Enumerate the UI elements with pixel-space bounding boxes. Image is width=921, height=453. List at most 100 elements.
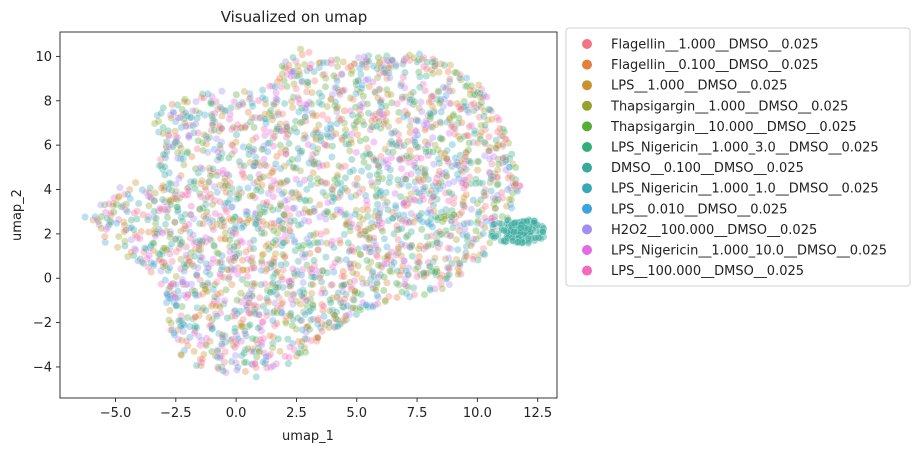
scatter-point	[298, 265, 307, 274]
scatter-point	[474, 210, 483, 219]
scatter-point	[465, 173, 474, 181]
scatter-point	[215, 121, 224, 130]
scatter-point	[232, 366, 241, 374]
scatter-point	[245, 214, 254, 222]
scatter-point	[336, 191, 345, 199]
scatter-point	[166, 283, 175, 291]
scatter-point	[280, 162, 289, 171]
scatter-point	[294, 257, 303, 266]
scatter-point	[238, 266, 247, 274]
scatter-point	[454, 119, 463, 128]
scatter-point	[454, 264, 462, 272]
scatter-point	[290, 216, 299, 225]
scatter-point	[304, 238, 313, 247]
scatter-point	[356, 305, 365, 314]
scatter-point	[385, 139, 394, 148]
scatter-point	[245, 289, 254, 298]
scatter-point	[105, 199, 113, 208]
scatter-point	[382, 52, 391, 60]
scatter-point	[183, 147, 192, 156]
scatter-point	[453, 245, 462, 254]
scatter-point	[240, 87, 249, 96]
scatter-point	[218, 263, 227, 272]
scatter-point	[429, 257, 438, 266]
scatter-point	[389, 148, 397, 156]
scatter-point	[449, 123, 458, 132]
scatter-point	[352, 310, 361, 319]
scatter-point	[175, 234, 184, 243]
scatter-point	[482, 93, 491, 101]
scatter-point	[273, 77, 282, 86]
scatter-point	[494, 116, 503, 124]
scatter-point	[359, 215, 367, 224]
scatter-point	[326, 298, 335, 307]
scatter-point	[413, 213, 422, 222]
scatter-point	[239, 142, 248, 151]
scatter-point	[375, 59, 384, 68]
scatter-point	[248, 136, 257, 144]
scatter-point	[107, 211, 115, 220]
scatter-point	[433, 181, 442, 190]
scatter-point	[232, 331, 241, 340]
scatter-point	[445, 188, 454, 197]
scatter-point	[279, 238, 288, 247]
scatter-point	[317, 289, 326, 297]
scatter-point	[399, 256, 408, 265]
scatter-point	[227, 150, 236, 159]
scatter-point	[157, 184, 166, 192]
scatter-point	[411, 265, 420, 274]
scatter-point	[462, 251, 471, 260]
scatter-point	[354, 261, 362, 270]
scatter-point	[333, 179, 342, 188]
scatter-point	[424, 111, 432, 120]
scatter-point	[300, 131, 309, 139]
scatter-point	[429, 192, 438, 201]
scatter-point	[317, 230, 325, 239]
scatter-point	[263, 198, 271, 207]
scatter-point	[493, 191, 502, 200]
scatter-point	[318, 266, 327, 275]
scatter-point	[242, 266, 251, 274]
scatter-point	[161, 151, 170, 159]
scatter-point	[235, 185, 244, 193]
scatter-point	[373, 185, 381, 194]
scatter-point	[380, 64, 389, 73]
scatter-point	[454, 132, 463, 141]
scatter-point	[323, 58, 331, 67]
scatter-point	[231, 351, 240, 360]
scatter-point	[206, 99, 215, 108]
scatter-point	[107, 218, 115, 227]
scatter-point	[402, 232, 411, 241]
scatter-point	[241, 123, 249, 132]
scatter-point	[421, 144, 430, 153]
scatter-point	[426, 114, 435, 123]
scatter-point	[164, 185, 173, 193]
scatter-point	[259, 334, 268, 343]
scatter-point	[498, 159, 507, 167]
scatter-point	[281, 126, 289, 135]
scatter-point	[362, 196, 371, 205]
scatter-point	[231, 213, 240, 222]
scatter-point	[363, 143, 372, 152]
scatter-point	[340, 106, 349, 115]
scatter-point	[236, 161, 245, 170]
scatter-point	[285, 277, 294, 286]
scatter-point	[321, 191, 330, 200]
scatter-point	[248, 334, 257, 343]
scatter-point	[328, 197, 337, 206]
scatter-point	[309, 130, 318, 139]
scatter-point	[223, 169, 231, 178]
scatter-point	[276, 235, 285, 244]
scatter-point	[185, 322, 194, 331]
x-tick-label: 5.0	[346, 406, 367, 421]
scatter-point	[500, 226, 508, 235]
scatter-point	[333, 171, 342, 179]
scatter-point	[382, 242, 391, 251]
scatter-point	[326, 95, 335, 104]
scatter-point	[443, 146, 451, 155]
scatter-point	[218, 341, 226, 350]
scatter-point	[465, 139, 473, 147]
scatter-point	[349, 247, 358, 256]
scatter-point	[192, 271, 201, 280]
scatter-point	[342, 290, 350, 299]
